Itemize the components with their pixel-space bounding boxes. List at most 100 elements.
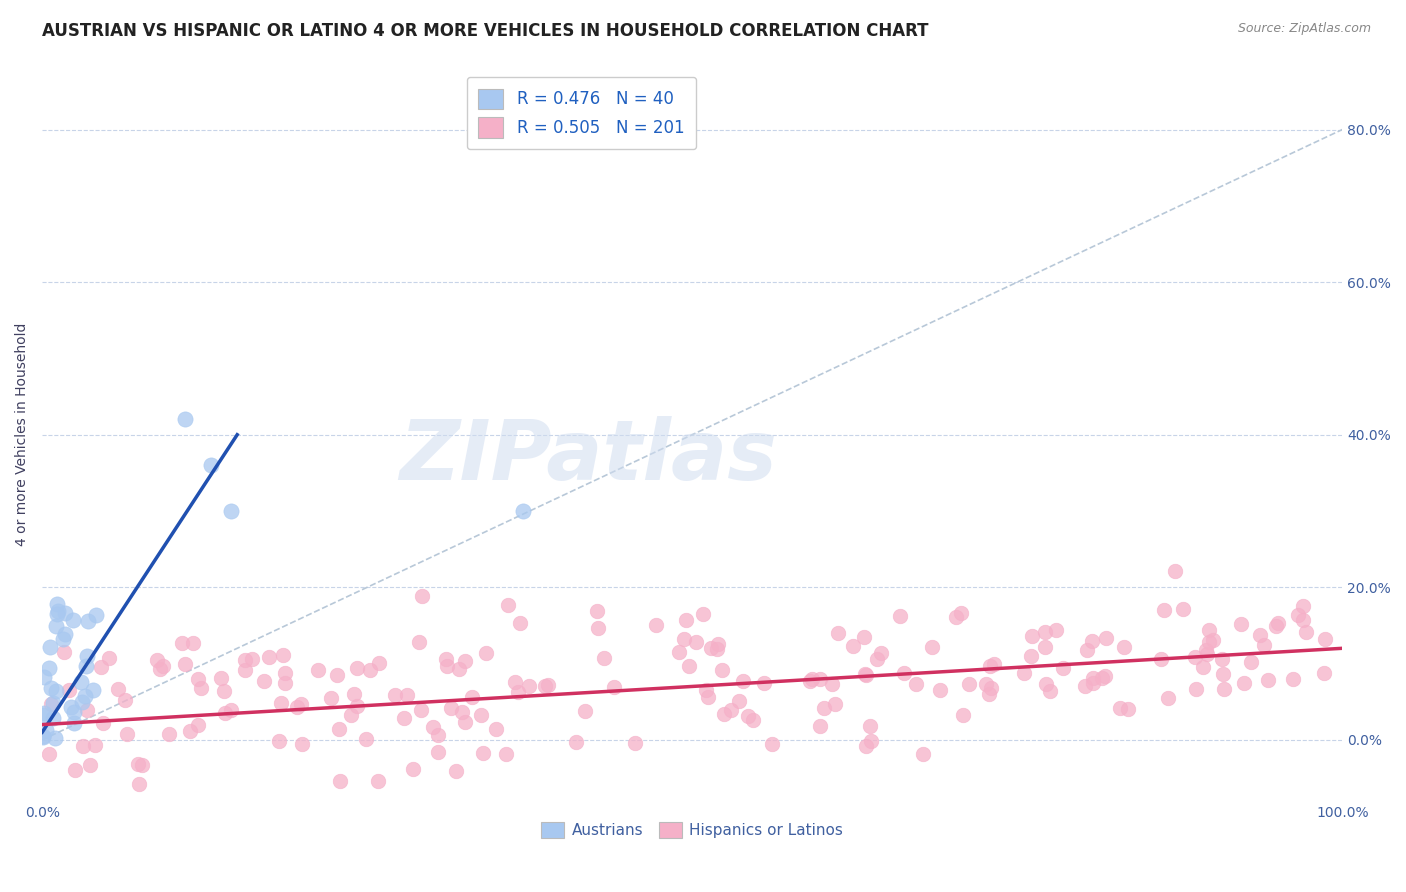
Point xyxy=(700,641,723,656)
Point xyxy=(668,645,690,659)
Point xyxy=(346,698,368,713)
Point xyxy=(713,707,735,722)
Point xyxy=(32,706,55,721)
Point xyxy=(411,590,433,604)
Point xyxy=(1292,613,1315,627)
Point xyxy=(645,618,668,632)
Point xyxy=(673,632,696,646)
Point xyxy=(824,698,846,712)
Point xyxy=(474,646,496,660)
Point xyxy=(1233,675,1256,690)
Point xyxy=(436,652,458,666)
Point xyxy=(1083,671,1105,685)
Point xyxy=(752,676,775,690)
Point xyxy=(1091,671,1114,685)
Point xyxy=(41,711,63,725)
Point xyxy=(853,667,876,681)
Point xyxy=(77,614,100,628)
Point xyxy=(860,733,883,747)
Point xyxy=(62,716,84,731)
Point xyxy=(813,701,835,715)
Point xyxy=(1019,649,1042,664)
Point xyxy=(508,685,530,699)
Point xyxy=(603,680,626,694)
Point xyxy=(451,705,474,719)
Point xyxy=(808,672,831,686)
Point xyxy=(55,627,77,641)
Point xyxy=(114,692,136,706)
Point xyxy=(257,650,280,665)
Point xyxy=(212,683,235,698)
Point xyxy=(174,657,197,672)
Point xyxy=(384,689,406,703)
Point xyxy=(1108,701,1130,715)
Point xyxy=(187,672,209,686)
Point xyxy=(1249,628,1271,642)
Point xyxy=(983,657,1005,671)
Point xyxy=(253,673,276,688)
Point xyxy=(1213,682,1236,697)
Point xyxy=(720,703,742,717)
Point xyxy=(240,652,263,666)
Point xyxy=(367,656,389,670)
Point xyxy=(1081,676,1104,690)
Point xyxy=(454,654,477,668)
Point xyxy=(1039,683,1062,698)
Point xyxy=(267,734,290,748)
Point xyxy=(329,774,352,789)
Point xyxy=(974,677,997,691)
Point xyxy=(219,703,242,717)
Point xyxy=(1081,633,1104,648)
Point xyxy=(340,707,363,722)
Point xyxy=(146,653,169,667)
Point xyxy=(1114,640,1136,655)
Point xyxy=(695,682,717,697)
Point xyxy=(675,613,697,627)
Point xyxy=(72,695,94,709)
Point xyxy=(855,739,877,753)
Point xyxy=(1164,565,1187,579)
Point xyxy=(422,720,444,734)
Point xyxy=(517,680,540,694)
Point xyxy=(187,718,209,732)
Point xyxy=(1211,652,1233,666)
Point xyxy=(181,635,204,649)
Point xyxy=(270,696,292,710)
Point xyxy=(461,690,484,705)
Point xyxy=(32,729,55,743)
Point xyxy=(1052,661,1074,675)
Point xyxy=(55,606,77,620)
Point xyxy=(509,615,531,630)
Point xyxy=(574,704,596,718)
Point xyxy=(1257,673,1279,687)
Point xyxy=(733,674,755,689)
Point xyxy=(586,622,609,636)
Point xyxy=(692,607,714,622)
Point xyxy=(172,636,194,650)
Point xyxy=(534,680,557,694)
Point xyxy=(471,746,494,760)
Point xyxy=(115,726,138,740)
Point xyxy=(174,412,197,426)
Point xyxy=(1157,690,1180,705)
Point xyxy=(409,703,432,717)
Point xyxy=(512,504,534,518)
Point xyxy=(436,659,458,673)
Point xyxy=(1150,652,1173,666)
Point xyxy=(408,635,430,649)
Point xyxy=(84,738,107,752)
Point xyxy=(1198,634,1220,648)
Point xyxy=(1116,702,1139,716)
Point xyxy=(979,658,1001,673)
Point xyxy=(285,700,308,714)
Point xyxy=(1315,632,1337,647)
Point xyxy=(1184,682,1206,697)
Point xyxy=(1198,623,1220,637)
Point xyxy=(685,635,707,649)
Point xyxy=(1240,655,1263,669)
Point xyxy=(1094,632,1116,646)
Point xyxy=(62,613,84,627)
Point xyxy=(319,690,342,705)
Point xyxy=(32,730,55,744)
Point xyxy=(38,747,60,762)
